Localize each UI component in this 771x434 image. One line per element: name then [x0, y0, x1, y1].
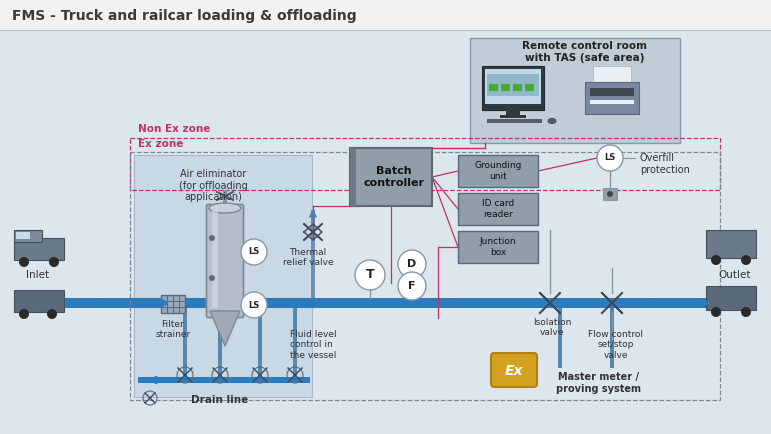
Bar	[138, 377, 310, 383]
Circle shape	[597, 145, 623, 171]
Circle shape	[741, 255, 751, 265]
Text: Overfill
protection: Overfill protection	[640, 153, 690, 174]
Bar	[590, 100, 634, 104]
Circle shape	[355, 260, 385, 290]
Bar	[179, 295, 180, 313]
Text: Filter
strainer: Filter strainer	[156, 320, 190, 339]
FancyBboxPatch shape	[491, 353, 537, 387]
Bar	[506, 110, 520, 115]
Text: Isolation
valve: Isolation valve	[533, 318, 571, 337]
Bar	[183, 308, 187, 377]
Bar	[590, 88, 634, 96]
Bar	[585, 82, 639, 114]
Circle shape	[398, 250, 426, 278]
Text: T: T	[365, 269, 374, 282]
Text: LS: LS	[248, 247, 260, 256]
Bar	[161, 301, 185, 302]
Bar	[14, 230, 42, 242]
Bar	[610, 308, 614, 368]
Text: Master meter /
proving system: Master meter / proving system	[555, 372, 641, 394]
Text: ID card
reader: ID card reader	[482, 199, 514, 219]
Bar	[218, 308, 222, 377]
Circle shape	[209, 275, 215, 281]
Circle shape	[711, 255, 721, 265]
Bar	[458, 193, 538, 225]
Bar	[593, 66, 631, 88]
Text: D: D	[407, 259, 416, 269]
Ellipse shape	[209, 203, 241, 213]
Text: F: F	[409, 281, 416, 291]
Bar	[130, 152, 720, 400]
Text: LS: LS	[248, 300, 260, 309]
Text: Remote control room
with TAS (safe area): Remote control room with TAS (safe area)	[523, 41, 648, 63]
Bar	[501, 84, 510, 91]
Circle shape	[19, 257, 29, 267]
Bar	[258, 308, 262, 377]
Text: Ex zone: Ex zone	[138, 139, 183, 149]
Bar	[161, 307, 185, 308]
Bar	[487, 74, 539, 96]
Bar	[212, 210, 218, 308]
Bar	[14, 290, 64, 312]
Text: Ex: Ex	[505, 364, 524, 378]
Bar	[134, 155, 312, 397]
Bar	[482, 66, 544, 110]
Circle shape	[398, 272, 426, 300]
Bar	[62, 298, 706, 308]
Bar	[350, 148, 356, 206]
Bar	[167, 295, 168, 313]
Bar	[558, 308, 562, 368]
Text: Drain line: Drain line	[191, 395, 248, 405]
Text: Fluid level
control in
the vessel: Fluid level control in the vessel	[290, 330, 337, 360]
Bar	[489, 84, 498, 91]
Bar	[311, 210, 315, 298]
Bar	[293, 308, 297, 377]
Bar	[173, 295, 174, 313]
Bar	[525, 84, 534, 91]
Bar	[350, 148, 432, 206]
Circle shape	[241, 239, 267, 265]
Bar	[458, 231, 538, 263]
Text: Non Ex zone: Non Ex zone	[138, 124, 210, 134]
Bar	[458, 155, 538, 187]
Text: Grounding
unit: Grounding unit	[474, 161, 522, 181]
Bar	[513, 84, 522, 91]
Text: Junction
box: Junction box	[480, 237, 517, 256]
Bar	[485, 69, 541, 104]
Text: Air eliminator
(for offloading
application): Air eliminator (for offloading applicati…	[179, 169, 247, 202]
Bar	[500, 115, 526, 118]
FancyBboxPatch shape	[207, 204, 244, 318]
Text: Flow control
set/stop
valve: Flow control set/stop valve	[588, 330, 644, 360]
Circle shape	[241, 292, 267, 318]
Text: FMS - Truck and railcar loading & offloading: FMS - Truck and railcar loading & offloa…	[12, 9, 357, 23]
Bar	[14, 238, 64, 260]
Bar	[161, 295, 185, 313]
Text: Inlet: Inlet	[26, 270, 49, 280]
Bar	[130, 138, 720, 190]
Circle shape	[47, 309, 57, 319]
Text: Batch
controller: Batch controller	[363, 166, 425, 188]
Circle shape	[209, 235, 215, 241]
Bar	[470, 38, 680, 143]
Circle shape	[49, 257, 59, 267]
Bar	[0, 30, 771, 31]
Bar	[706, 286, 756, 310]
Bar	[603, 188, 617, 200]
Text: LS: LS	[604, 154, 615, 162]
Text: Thermal
relief valve: Thermal relief valve	[283, 248, 333, 267]
Bar	[16, 232, 30, 239]
Bar	[223, 190, 227, 204]
Bar	[487, 119, 542, 123]
Circle shape	[711, 307, 721, 317]
Circle shape	[607, 191, 613, 197]
Ellipse shape	[548, 118, 556, 124]
Circle shape	[19, 309, 29, 319]
Circle shape	[741, 307, 751, 317]
Polygon shape	[210, 311, 240, 346]
Text: Outlet: Outlet	[719, 270, 751, 280]
Bar	[706, 230, 756, 258]
